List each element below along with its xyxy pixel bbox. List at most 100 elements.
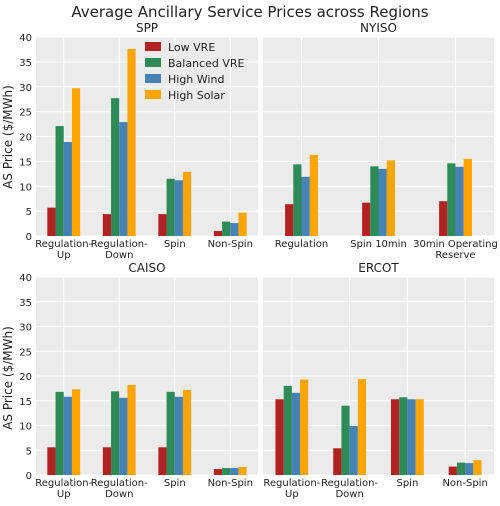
bar-balanced-vre [222,221,231,236]
bar-high-solar [238,467,247,475]
y-tick-label: 15 [19,157,32,168]
y-tick-label: 20 [19,372,32,383]
x-tick-label: Spin [164,239,186,250]
bar-low-vre [448,466,457,475]
bar-high-solar [127,384,136,475]
legend-item: Balanced VRE [145,57,245,70]
bar-balanced-vre [55,391,64,475]
panel-title: SPP [136,21,158,35]
bar-high-wind [174,180,183,236]
bar-balanced-vre [447,163,456,236]
bar-high-wind [230,223,239,236]
bar-high-solar [127,48,136,236]
legend-item: Low VRE [145,41,215,54]
bar-high-solar [357,378,367,475]
y-axis-label-top: AS Price ($/MWh) [1,85,15,189]
bar-high-solar [463,158,472,236]
panel-title: CAISO [128,261,165,275]
y-tick-label: 5 [26,207,32,218]
bar-low-vre [285,204,294,236]
bar-high-wind [63,396,72,475]
bar-balanced-vre [399,397,408,475]
bar-low-vre [47,207,56,236]
bar-low-vre [213,469,223,475]
legend: Low VRE Balanced VRE High Wind High Solar [145,41,245,102]
bar-high-solar [71,88,81,237]
bar-high-solar [71,389,81,475]
figure-title: Average Ancillary Service Prices across … [71,3,428,21]
legend-swatch [145,74,161,83]
y-tick-label: 0 [26,232,32,243]
panel-nyiso: Regulation Spin 10min 30min Operating Reser… [263,21,498,261]
x-tick-label: Regulation-Down [321,478,378,500]
x-tick-label: Spin 10min [350,239,407,250]
y-tick-label: 35 [19,58,32,69]
panel-title: ERCOT [358,261,399,275]
y-tick-label: 35 [19,298,32,309]
bar-high-solar [473,460,482,475]
bar-high-wind [119,122,128,236]
bar-high-wind [455,166,464,236]
panel-title: NYISO [360,21,397,35]
y-tick-label: 5 [26,446,32,457]
legend-swatch [145,58,161,67]
bar-high-solar [300,379,309,475]
bar-high-solar [415,399,424,475]
bar-high-solar [238,212,247,236]
bar-high-wind [301,176,310,236]
bar-low-vre [439,201,448,236]
y-axis-label-bottom: AS Price ($/MWh) [1,326,15,430]
panel-spp: 0 5 10 15 20 25 30 35 40 Regulation-UpRegulation-… [19,21,258,261]
x-tick-label: Regulation-Up [35,478,92,500]
bar-high-wind [465,463,474,475]
x-tick-label: 30min Operating Reserve [413,239,498,261]
x-tick-label: Non-Spin [208,478,253,489]
x-tick-label: Regulation [275,239,328,250]
y-tick-label: 40 [19,33,32,44]
bar-high-wind [378,168,387,236]
y-tick-label: 40 [19,273,32,284]
bar-high-wind [63,141,72,236]
bar-balanced-vre [166,178,175,236]
bar-high-wind [230,468,239,475]
legend-item: High Wind [145,73,224,86]
legend-label: Low VRE [168,41,215,54]
bar-high-wind [291,392,301,475]
bar-low-vre [47,447,56,475]
panel-caiso: 0 5 10 15 20 25 30 35 40 Regulation-UpRegulation-… [19,261,258,500]
bar-high-solar [182,389,192,475]
bar-low-vre [158,214,167,236]
bar-high-solar [309,154,318,236]
y-tick-label: 10 [19,422,32,433]
x-tick-label: Spin [396,478,418,489]
x-tick-label: Regulation-Down [91,239,148,261]
x-tick-label: Regulation-Up [35,239,92,261]
legend-swatch [145,90,161,99]
bar-low-vre [213,231,223,236]
x-tick-label: Non-Spin [208,239,253,250]
y-tick-label: 10 [19,182,32,193]
bar-balanced-vre [111,391,120,475]
bar-high-wind [349,425,358,475]
legend-label: Balanced VRE [168,57,245,70]
legend-item: High Solar [145,89,225,102]
bar-low-vre [275,399,284,475]
y-tick-label: 20 [19,133,32,144]
legend-label: High Wind [168,73,224,86]
bar-high-wind [119,397,128,475]
bar-low-vre [102,214,112,236]
y-tick-label: 0 [26,471,32,482]
x-tick-label: Spin [164,478,186,489]
bar-low-vre [362,202,371,236]
bar-low-vre [333,448,342,475]
bar-balanced-vre [341,405,350,475]
bar-balanced-vre [55,126,64,236]
x-tick-label: Regulation-Up [263,478,320,500]
y-tick-label: 25 [19,347,32,358]
bar-high-solar [386,160,395,236]
y-tick-label: 25 [19,108,32,119]
bar-low-vre [390,399,400,475]
